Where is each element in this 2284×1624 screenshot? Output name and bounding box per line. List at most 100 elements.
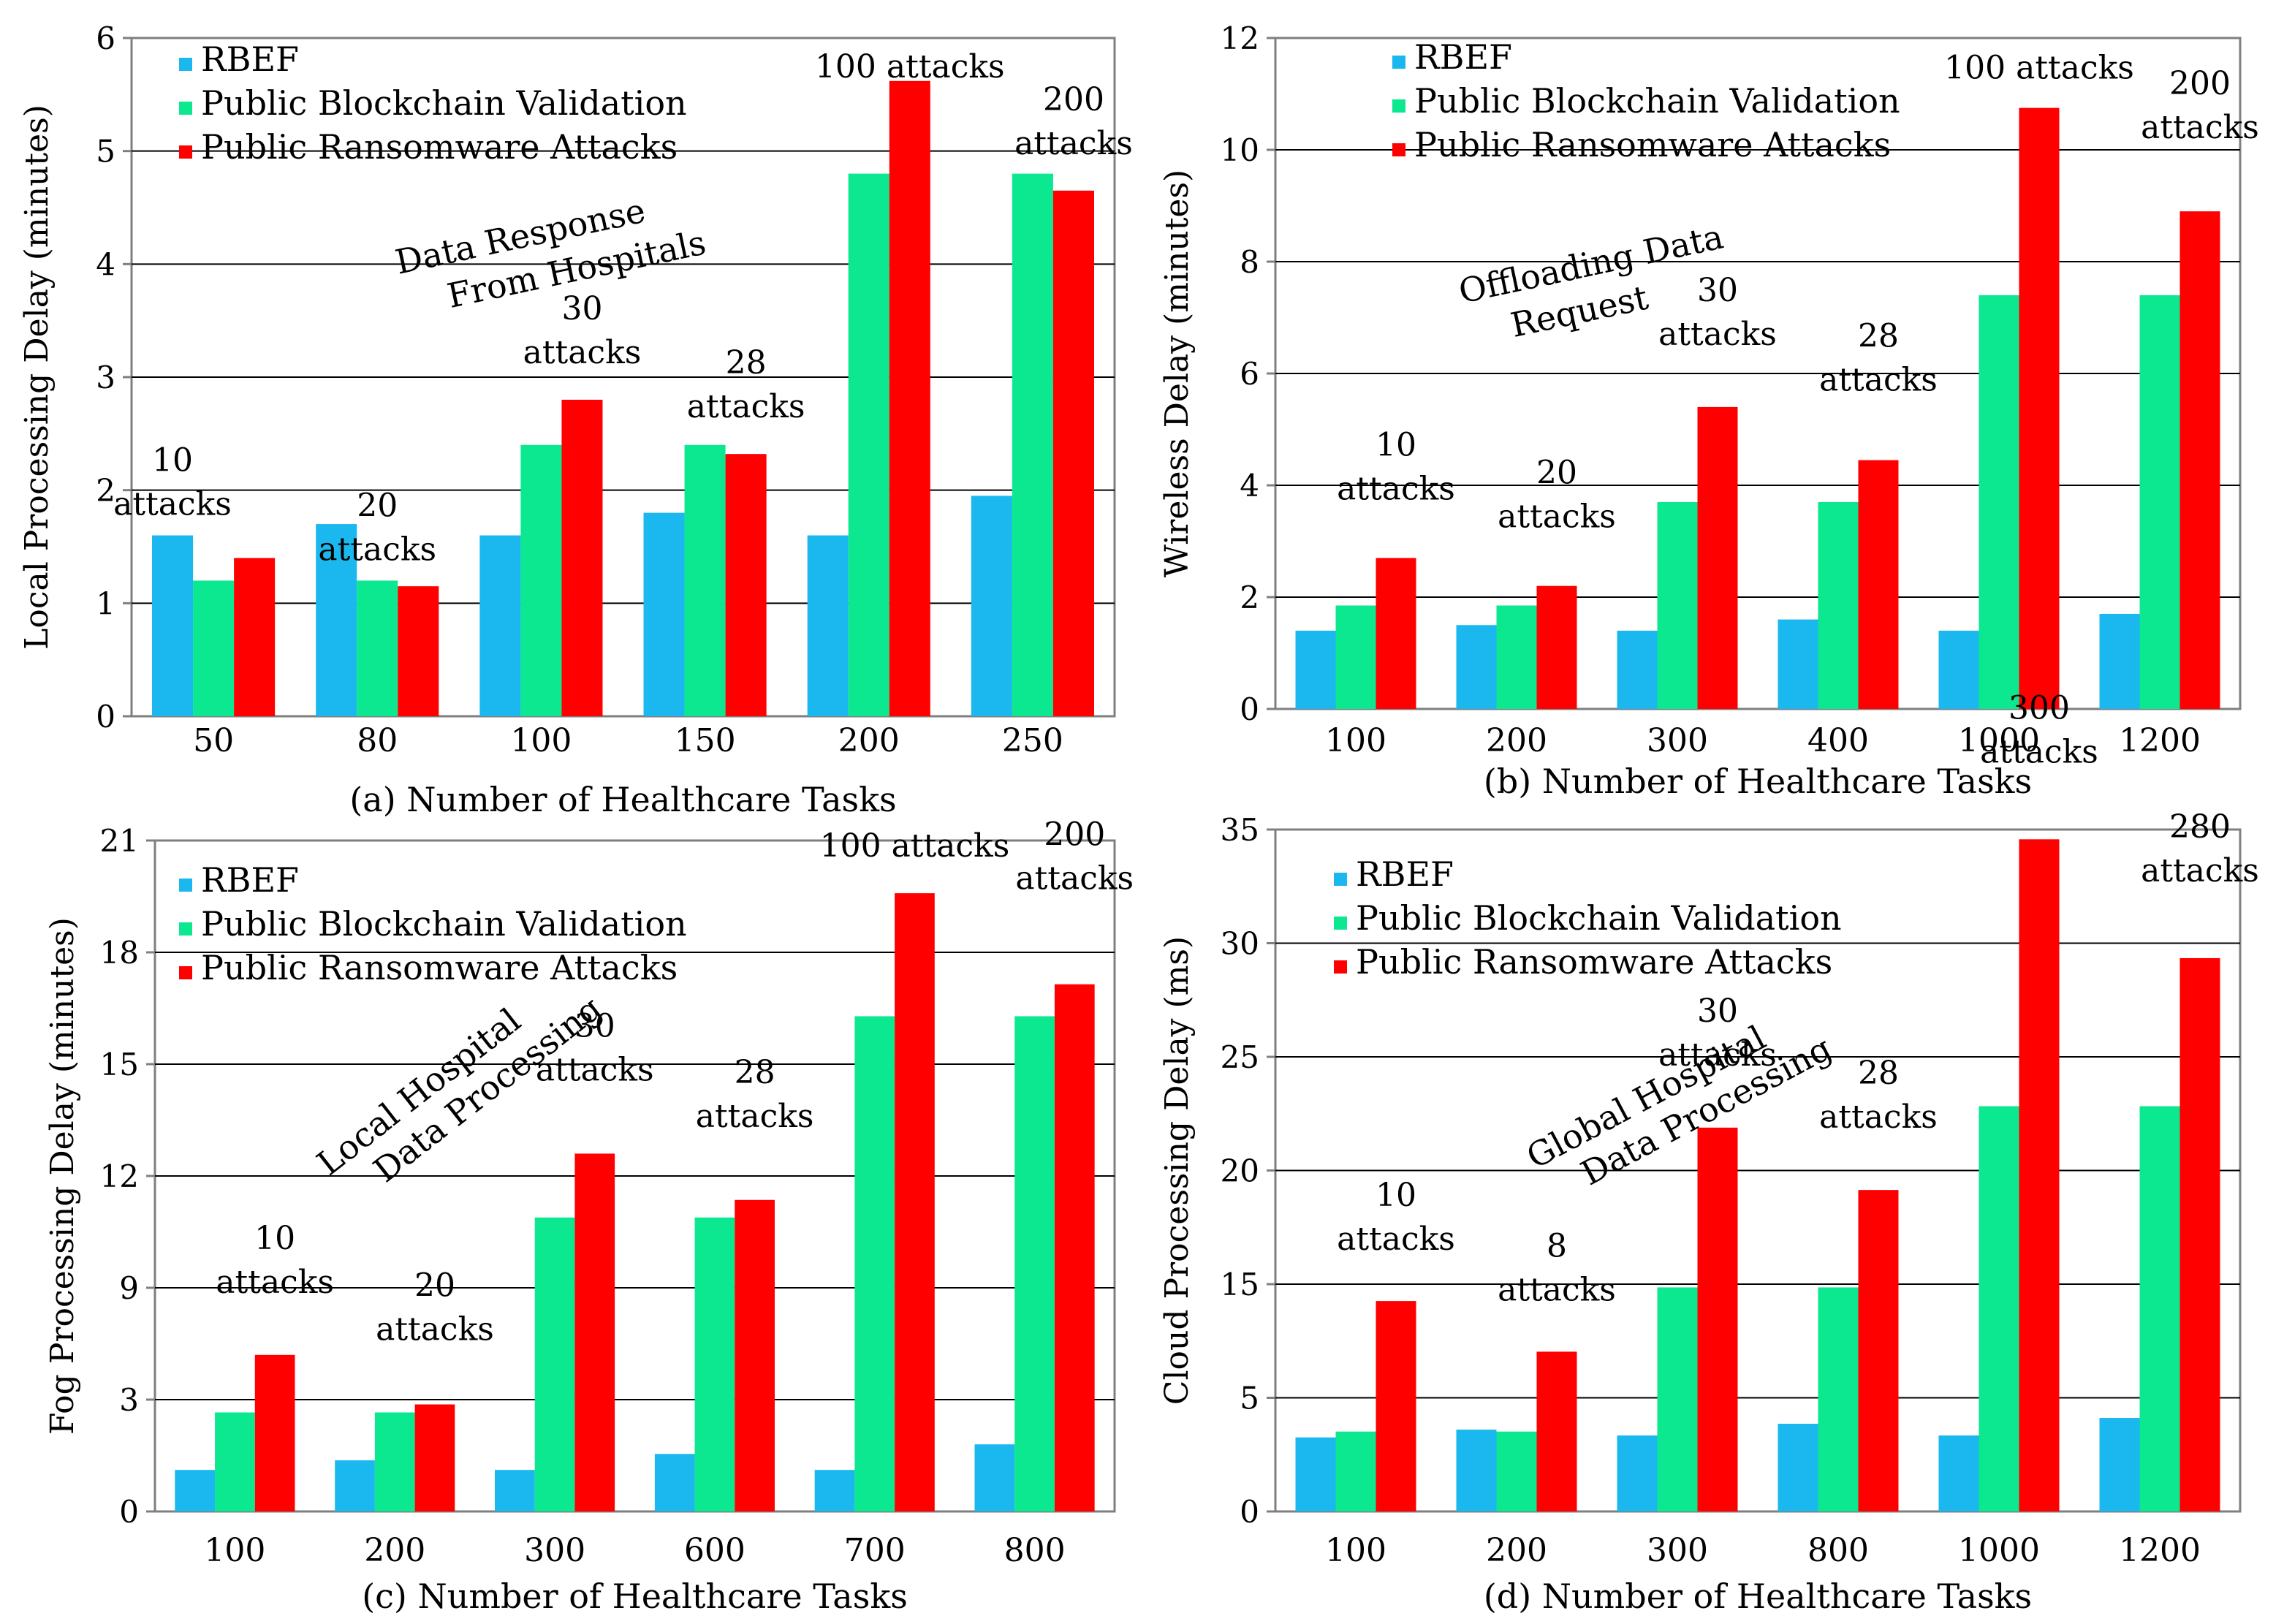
x-tick-label: 1200 xyxy=(2119,1532,2201,1569)
legend-label: RBEF xyxy=(201,860,299,900)
bar-rbef xyxy=(971,496,1012,716)
x-axis-label: (c) Number of Healthcare Tasks xyxy=(362,1576,908,1616)
bar-rbef xyxy=(1617,1435,1658,1511)
data-label: 10 xyxy=(254,1220,295,1257)
data-label: 10 xyxy=(1376,426,1416,463)
bar-public-ransomware-attacks xyxy=(1858,1190,1899,1511)
bar-rbef xyxy=(1617,630,1658,709)
y-tick-label: 15 xyxy=(100,1047,139,1082)
x-tick-label: 200 xyxy=(364,1532,425,1569)
bar-rbef xyxy=(1295,630,1336,709)
legend-label: Public Blockchain Validation xyxy=(201,904,687,944)
y-tick-label: 10 xyxy=(1221,132,1259,168)
x-axis-label: (a) Number of Healthcare Tasks xyxy=(349,780,896,819)
bar-public-blockchain-validation xyxy=(854,1016,895,1511)
bar-rbef xyxy=(152,535,194,716)
data-label: 30 xyxy=(561,290,602,327)
data-label: 28 xyxy=(1858,318,1899,355)
bar-public-ransomware-attacks xyxy=(398,586,439,716)
y-tick-label: 0 xyxy=(119,1494,139,1530)
bar-rbef xyxy=(643,512,685,716)
legend-label: RBEF xyxy=(1356,854,1454,894)
bar-public-ransomware-attacks xyxy=(1054,984,1095,1511)
chart-panel-3: 0 3 9 12 15 18 21 100 200 300 600 700 800 10 attacks 20… xyxy=(44,816,1134,1616)
bar-public-blockchain-validation xyxy=(1496,605,1537,709)
y-tick-label: 30 xyxy=(1221,926,1259,962)
y-tick-label: 5 xyxy=(1240,1381,1259,1416)
legend-label: Public Blockchain Validation xyxy=(1356,898,1842,938)
legend-label: Public Blockchain Validation xyxy=(201,83,687,123)
data-label: 200 xyxy=(1044,816,1105,854)
bar-public-ransomware-attacks xyxy=(1536,1351,1577,1511)
bar-public-blockchain-validation xyxy=(2139,1106,2180,1511)
data-label: 100 attacks xyxy=(820,827,1010,865)
x-tick-label: 150 xyxy=(675,722,736,759)
bar-rbef xyxy=(1456,1430,1497,1511)
data-label: 8 xyxy=(1547,1227,1567,1264)
y-tick-label: 2 xyxy=(1240,580,1259,615)
bar-public-ransomware-attacks xyxy=(414,1404,455,1511)
x-tick-label: 400 xyxy=(1807,722,1869,759)
bar-rbef xyxy=(814,1470,855,1511)
data-label: 200 xyxy=(1043,81,1104,118)
data-label: attacks xyxy=(318,531,436,568)
bar-rbef xyxy=(335,1460,375,1511)
y-tick-label: 6 xyxy=(1240,356,1259,392)
bar-public-ransomware-attacks xyxy=(895,893,935,1511)
bar-public-blockchain-validation xyxy=(1657,1287,1698,1511)
bar-rbef xyxy=(495,1470,535,1511)
x-tick-label: 100 xyxy=(510,722,572,759)
bar-rbef xyxy=(316,524,357,716)
bar-public-ransomware-attacks xyxy=(735,1199,775,1511)
x-tick-label: 300 xyxy=(524,1532,585,1569)
legend-swatch xyxy=(1334,960,1347,974)
legend-label: RBEF xyxy=(201,39,299,79)
data-label: attacks xyxy=(1015,860,1134,898)
bar-rbef xyxy=(1938,630,1979,709)
bar-public-ransomware-attacks xyxy=(2019,839,2060,1511)
data-label: attacks xyxy=(536,1051,654,1088)
legend-swatch xyxy=(179,58,192,71)
chart-panel-1: 0 1 2 3 4 5 6 50 80 100 150 200 250 10 attacks 20 attack… xyxy=(18,20,1133,819)
y-tick-label: 2 xyxy=(96,473,115,509)
y-tick-label: 21 xyxy=(100,823,139,859)
y-tick-label: 0 xyxy=(1240,691,1259,727)
bar-public-ransomware-attacks xyxy=(1376,1301,1416,1511)
bar-public-blockchain-validation xyxy=(193,580,235,716)
legend-label: Public Ransomware Attacks xyxy=(201,948,678,987)
bar-public-blockchain-validation xyxy=(1657,501,1698,709)
x-tick-label: 80 xyxy=(357,722,398,759)
y-axis-label: Local Processing Delay (minutes) xyxy=(18,105,56,650)
legend-swatch xyxy=(179,966,192,979)
bar-public-blockchain-validation xyxy=(684,444,726,716)
bar-public-blockchain-validation xyxy=(520,444,562,716)
data-label: 20 xyxy=(1536,455,1577,492)
bar-public-blockchain-validation xyxy=(1014,1016,1055,1511)
legend-label: Public Ransomware Attacks xyxy=(1356,942,1832,982)
y-axis-label: Fog Processing Delay (minutes) xyxy=(44,917,81,1435)
data-label: 30 xyxy=(1697,272,1738,309)
y-tick-label: 5 xyxy=(96,134,115,170)
data-label: 28 xyxy=(735,1054,775,1091)
bar-rbef xyxy=(1456,625,1497,709)
y-tick-label: 6 xyxy=(96,20,115,56)
x-tick-label: 300 xyxy=(1647,1532,1708,1569)
bar-rbef xyxy=(2099,613,2140,709)
legend-swatch xyxy=(1392,56,1405,69)
bar-public-ransomware-attacks xyxy=(1858,460,1899,709)
chart-panel-2: 0 2 4 6 8 10 12 100 200 300 400 1000 1200 10 attacks 20… xyxy=(1158,20,2259,801)
x-tick-label: 200 xyxy=(1486,1532,1547,1569)
bar-public-ransomware-attacks xyxy=(889,80,930,717)
bar-public-blockchain-validation xyxy=(1818,1287,1859,1511)
y-tick-label: 4 xyxy=(96,246,115,282)
bar-public-blockchain-validation xyxy=(1335,605,1376,709)
bar-rbef xyxy=(654,1454,695,1511)
data-label: attacks xyxy=(2141,109,2259,146)
bar-rbef xyxy=(175,1470,216,1511)
bar-public-ransomware-attacks xyxy=(1376,558,1416,709)
y-tick-label: 3 xyxy=(96,360,115,395)
x-tick-label: 1000 xyxy=(1958,722,2040,759)
bar-public-ransomware-attacks xyxy=(1697,1127,1738,1511)
bar-rbef xyxy=(1295,1437,1336,1511)
